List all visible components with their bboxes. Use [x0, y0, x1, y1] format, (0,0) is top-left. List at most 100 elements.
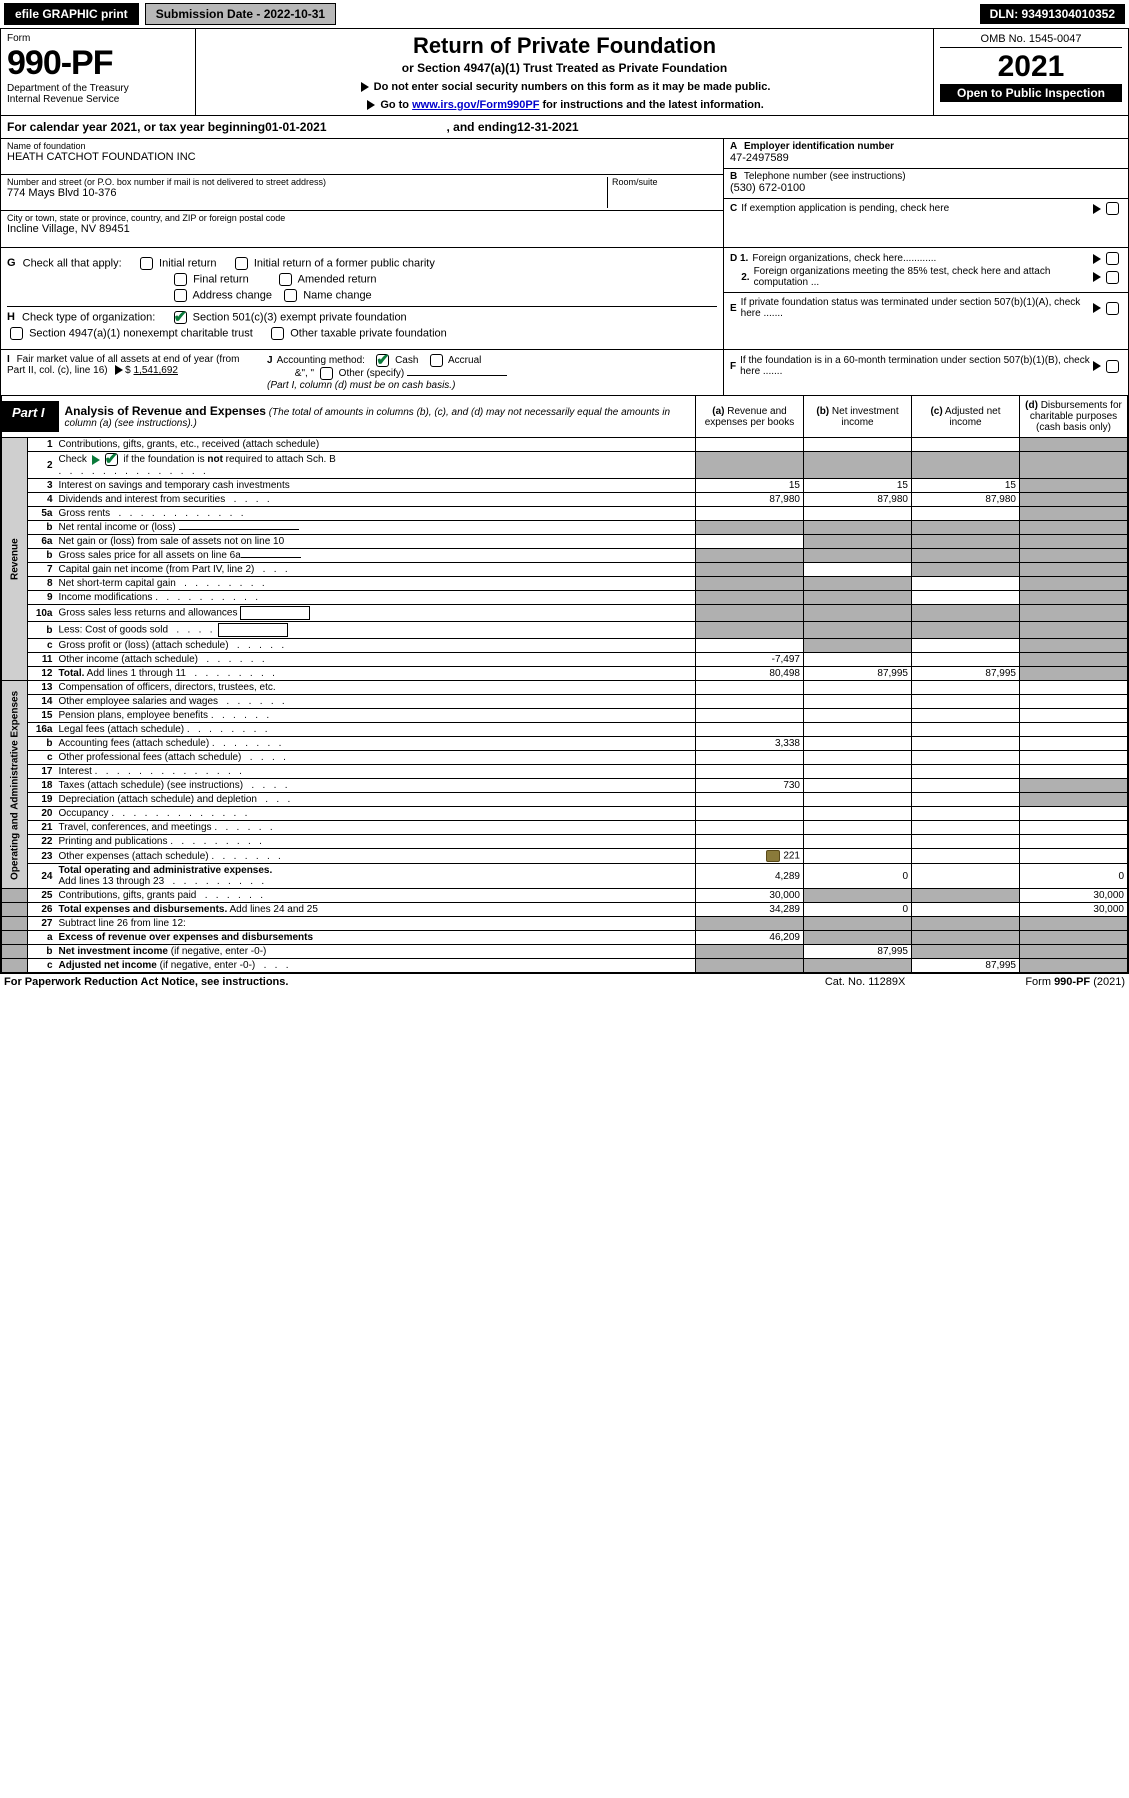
f-checkbox[interactable]	[1106, 360, 1119, 373]
row-desc: Occupancy	[59, 808, 109, 819]
row-num: 6a	[28, 535, 56, 549]
row-num: 8	[28, 577, 56, 591]
triangle-icon	[1093, 204, 1101, 214]
amt-cell: 15	[696, 479, 804, 493]
row-desc: Total.	[59, 668, 85, 679]
row-desc: Other income (attach schedule)	[59, 654, 199, 665]
addr-label: Number and street (or P.O. box number if…	[7, 177, 607, 187]
part1-tab: Part I	[2, 401, 59, 432]
col-c: Adjusted net income	[945, 406, 1001, 428]
row-num: b	[28, 549, 56, 563]
tax-year: 2021	[940, 50, 1122, 84]
d1-checkbox[interactable]	[1106, 252, 1119, 265]
e-checkbox[interactable]	[1106, 302, 1119, 315]
row-desc: Add lines 13 through 23	[59, 876, 165, 887]
attachment-icon[interactable]	[766, 850, 780, 862]
tel-label: Telephone number (see instructions)	[744, 171, 906, 182]
row-desc: (if negative, enter -0-)	[157, 960, 255, 971]
j-accrual: Accrual	[448, 355, 481, 366]
j-cash-checkbox[interactable]	[376, 354, 389, 367]
row-desc: Income modifications	[59, 592, 153, 603]
schb-checkbox[interactable]	[105, 453, 118, 466]
triangle-icon	[1093, 272, 1101, 282]
amt-cell: 0	[804, 903, 912, 917]
row-desc: Adjusted net income	[59, 960, 157, 971]
row-desc: Check	[59, 454, 90, 465]
row-desc: Legal fees (attach schedule)	[59, 724, 185, 735]
d2-checkbox[interactable]	[1106, 271, 1119, 284]
amt-cell: 87,980	[912, 493, 1020, 507]
j-accrual-checkbox[interactable]	[430, 354, 443, 367]
row-desc: Travel, conferences, and meetings	[59, 822, 212, 833]
triangle-icon	[1093, 254, 1101, 264]
row-desc: not	[207, 454, 223, 465]
amt-cell: 46,209	[696, 931, 804, 945]
row-desc: Add lines 24 and 25	[227, 904, 318, 915]
g-opt-4: Address change	[192, 289, 272, 301]
row-desc: Capital gain net income (from Part IV, l…	[59, 564, 255, 575]
amt-cell: 30,000	[1020, 903, 1128, 917]
row-desc: Interest on savings and temporary cash i…	[56, 479, 696, 493]
amt-cell: 87,995	[912, 667, 1020, 681]
g-initial-former-checkbox[interactable]	[235, 257, 248, 270]
j-other-checkbox[interactable]	[320, 367, 333, 380]
open-inspection-badge: Open to Public Inspection	[940, 84, 1122, 102]
row-num: 25	[28, 889, 56, 903]
g-opt-1: Initial return of a former public charit…	[254, 257, 435, 269]
g-address-checkbox[interactable]	[174, 289, 187, 302]
amt-cell: 87,995	[804, 667, 912, 681]
amt-cell: 87,980	[696, 493, 804, 507]
h-label: Check type of organization:	[22, 311, 155, 323]
row-num: 1	[28, 438, 56, 452]
row-num: 12	[28, 667, 56, 681]
row-num: 26	[28, 903, 56, 917]
row-desc: Net investment income	[59, 946, 168, 957]
amt-cell: -7,497	[696, 653, 804, 667]
instructions-link[interactable]: www.irs.gov/Form990PF	[412, 99, 539, 111]
row-num: c	[28, 639, 56, 653]
row-desc: (if negative, enter -0-)	[168, 946, 266, 957]
pending-idx: C	[730, 203, 737, 214]
col-b: Net investment income	[832, 406, 899, 428]
d1-label: Foreign organizations, check here.......…	[752, 253, 1091, 264]
ein-label: Employer identification number	[744, 141, 894, 152]
row-desc: Gross sales less returns and allowances	[59, 608, 238, 619]
h-501c3-checkbox[interactable]	[174, 311, 187, 324]
triangle-icon	[115, 365, 123, 375]
row-desc: Printing and publications	[59, 836, 168, 847]
ein-idx: A	[730, 141, 737, 152]
row-desc: Contributions, gifts, grants, etc., rece…	[56, 438, 696, 452]
dept-irs: Internal Revenue Service	[7, 94, 189, 105]
form-label: Form	[7, 33, 189, 44]
pending-label: If exemption application is pending, che…	[741, 203, 1091, 214]
g-amended-checkbox[interactable]	[279, 273, 292, 286]
row-desc: Net short-term capital gain	[59, 578, 176, 589]
h-4947-checkbox[interactable]	[10, 327, 23, 340]
g-label: Check all that apply:	[23, 257, 122, 269]
row-num: 18	[28, 779, 56, 793]
row-desc: Gross rents	[59, 508, 111, 519]
g-opt-0: Initial return	[159, 257, 216, 269]
h-other-checkbox[interactable]	[271, 327, 284, 340]
g-final-checkbox[interactable]	[174, 273, 187, 286]
row-num: 15	[28, 709, 56, 723]
pending-checkbox[interactable]	[1106, 202, 1119, 215]
row-desc: Total expenses and disbursements.	[59, 904, 228, 915]
row-num: 4	[28, 493, 56, 507]
dept-treasury: Department of the Treasury	[7, 83, 189, 94]
row-desc: if the foundation is	[123, 454, 207, 465]
h-opt-3: Other taxable private foundation	[290, 327, 447, 339]
g-name-checkbox[interactable]	[284, 289, 297, 302]
row-num: 21	[28, 821, 56, 835]
row-desc: required to attach Sch. B	[223, 454, 336, 465]
amt-cell: 730	[696, 779, 804, 793]
room-label: Room/suite	[612, 177, 717, 187]
row-num: 2	[28, 452, 56, 479]
amt-cell: 87,995	[912, 959, 1020, 973]
g-initial-checkbox[interactable]	[140, 257, 153, 270]
row-num: 5a	[28, 507, 56, 521]
city-label: City or town, state or province, country…	[7, 213, 717, 223]
row-desc: Accounting fees (attach schedule)	[59, 738, 210, 749]
row-desc: Dividends and interest from securities	[59, 494, 226, 505]
row-desc: Excess of revenue over expenses and disb…	[56, 931, 696, 945]
